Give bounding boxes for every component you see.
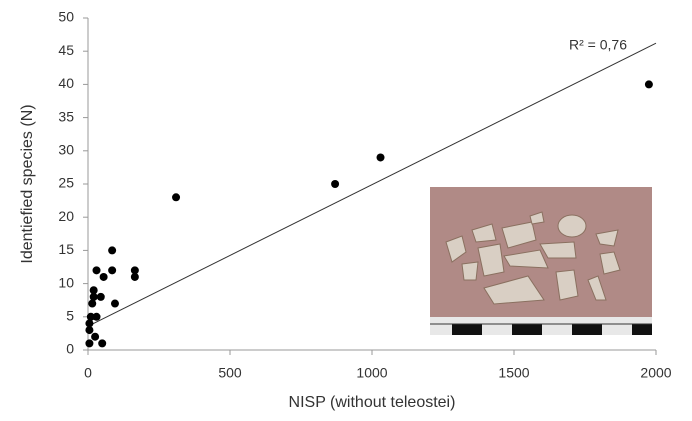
y-tick-label: 20: [58, 208, 74, 224]
data-point: [93, 313, 101, 321]
data-point: [85, 326, 93, 334]
data-point: [111, 300, 119, 308]
data-point: [377, 153, 385, 161]
data-point: [93, 266, 101, 274]
data-point: [100, 273, 108, 281]
y-tick-label: 30: [58, 142, 74, 158]
y-tick-label: 15: [58, 241, 74, 257]
x-tick-label: 1500: [498, 365, 529, 381]
data-point: [108, 266, 116, 274]
data-point: [90, 293, 98, 301]
x-tick-label: 0: [84, 365, 92, 381]
y-tick-label: 10: [58, 274, 74, 290]
r-squared-annotation: R² = 0,76: [569, 37, 627, 53]
y-tick-label: 25: [58, 175, 74, 191]
page: {"chart_data": {"type": "scatter", "x_la…: [0, 0, 692, 421]
inset-photo: [430, 187, 652, 335]
y-axis-label: Identiefied species (N): [19, 104, 36, 263]
x-tick-label: 500: [218, 365, 242, 381]
data-point: [131, 273, 139, 281]
x-axis-label: NISP (without teleostei): [289, 394, 456, 411]
data-point: [91, 333, 99, 341]
chart: NISP (without teleostei) Identiefied spe…: [0, 0, 692, 416]
y-tick-label: 45: [58, 42, 74, 58]
y-tick-label: 35: [58, 108, 74, 124]
x-tick-label: 1000: [356, 365, 387, 381]
y-tick-label: 5: [66, 308, 74, 324]
data-point: [172, 193, 180, 201]
data-point: [98, 339, 106, 347]
y-tick-label: 50: [58, 9, 74, 25]
y-tick-label: 40: [58, 75, 74, 91]
data-point: [97, 293, 105, 301]
data-point: [108, 246, 116, 254]
x-tick-label: 2000: [640, 365, 671, 381]
data-point: [88, 300, 96, 308]
data-point: [331, 180, 339, 188]
data-point: [85, 339, 93, 347]
y-tick-label: 0: [66, 341, 74, 357]
data-point: [645, 80, 653, 88]
